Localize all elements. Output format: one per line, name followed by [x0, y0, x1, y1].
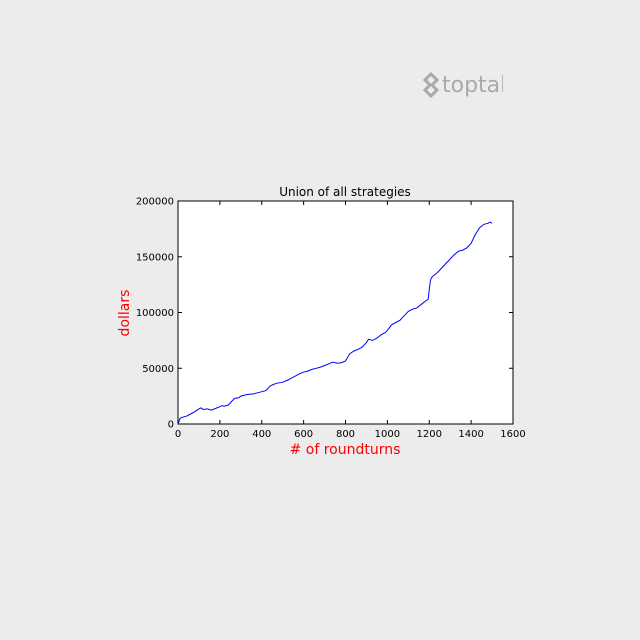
x-tick-label: 0 — [175, 429, 181, 440]
toptal-logo: toptal — [423, 71, 503, 99]
axis-tick-labels: 0 200 400 600 800 1000 1200 1400 1600 0 50000 10000… — [136, 197, 526, 441]
chart-title: Union of all strategies — [279, 185, 411, 199]
x-axis-label: # of roundturns — [290, 442, 401, 458]
toptal-logo-text: toptal — [442, 73, 503, 98]
toptal-logo-icon — [423, 71, 440, 99]
x-tick-label: 1200 — [417, 429, 442, 440]
plot-area — [177, 200, 514, 425]
x-tick-label: 400 — [252, 429, 271, 440]
series-line — [177, 221, 493, 425]
x-tick-label: 1000 — [375, 429, 400, 440]
x-tick-label: 200 — [210, 429, 229, 440]
y-tick-label: 100000 — [136, 308, 174, 319]
x-tick-label: 1400 — [458, 429, 483, 440]
y-tick-label: 200000 — [136, 197, 174, 208]
x-tick-label: 800 — [336, 429, 355, 440]
x-tick-label: 600 — [294, 429, 313, 440]
x-tick-label: 1600 — [500, 429, 525, 440]
axis-ticks — [177, 200, 514, 425]
y-tick-label: 0 — [168, 420, 174, 431]
y-tick-label: 50000 — [142, 364, 174, 375]
y-tick-label: 150000 — [136, 252, 174, 263]
y-axis-label: dollars — [117, 290, 133, 337]
